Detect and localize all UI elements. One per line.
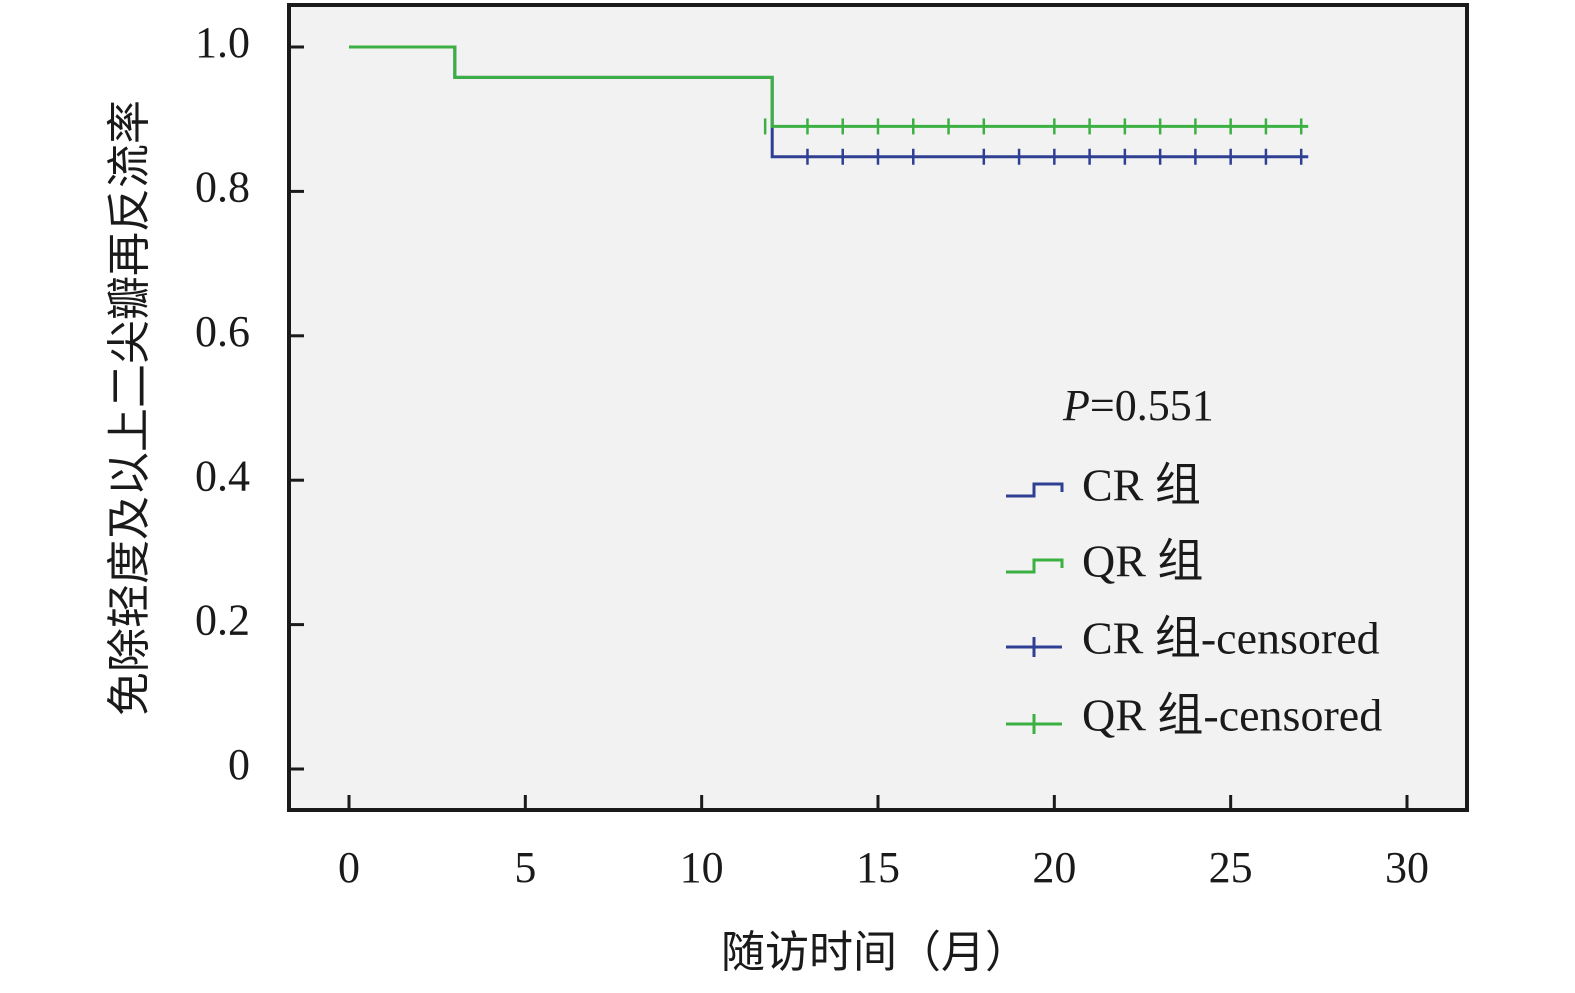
y-tick-label: 1.0 xyxy=(195,18,250,67)
x-tick-label: 25 xyxy=(1209,843,1253,892)
p-value-annotation: P=0.551 xyxy=(1062,381,1214,430)
x-tick-label: 15 xyxy=(856,843,900,892)
series-layer xyxy=(349,45,1309,165)
legend-step-symbol xyxy=(1006,558,1064,574)
legend: P=0.551 CR 组 QR 组 CR 组-censored QR 组-censor… xyxy=(1006,381,1382,741)
legend-step-symbol xyxy=(1006,482,1064,498)
legend-label: QR 组-censored xyxy=(1082,690,1382,741)
y-tick-label: 0.8 xyxy=(195,162,250,211)
x-tick-label: 0 xyxy=(338,843,360,892)
x-tick-label: 5 xyxy=(514,843,536,892)
x-tick-label: 20 xyxy=(1032,843,1076,892)
x-tick-label: 10 xyxy=(680,843,724,892)
y-tick-label: 0.6 xyxy=(195,307,250,356)
plot-area xyxy=(287,3,1469,812)
x-tick-label: 30 xyxy=(1385,843,1429,892)
y-tick-label: 0.2 xyxy=(195,596,250,645)
x-axis-title: 随访时间（月） xyxy=(721,927,1029,978)
legend-label: CR 组-censored xyxy=(1082,613,1380,664)
legend-label: CR 组 xyxy=(1082,460,1201,511)
series-line xyxy=(349,45,1309,128)
y-axis-title: 免除轻度及以上二尖瓣再反流率 xyxy=(104,100,155,716)
p-value-rest: =0.551 xyxy=(1090,381,1214,430)
y-tick-label: 0 xyxy=(228,740,250,789)
y-tick-label: 0.4 xyxy=(195,451,250,500)
axis-ticks: 0 0.2 0.4 0.6 0.8 1.0 0 5 10 15 20 25 30 xyxy=(195,18,1429,892)
p-value-italic: P xyxy=(1062,381,1090,430)
legend-label: QR 组 xyxy=(1082,536,1203,587)
